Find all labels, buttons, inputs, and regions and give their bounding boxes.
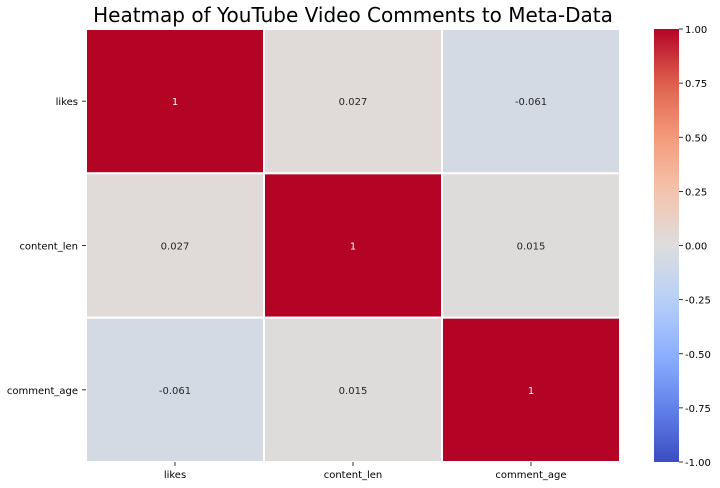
y-tick-label: comment_age [7, 386, 78, 397]
colorbar-tick-label: -1.00 [685, 458, 711, 469]
heatmap-cell [441, 172, 621, 319]
cell-annotation: -0.061 [159, 386, 191, 397]
cell-annotation: 1 [350, 242, 356, 253]
heatmap-cells [85, 28, 621, 463]
colorbar-tick-label: -0.50 [685, 350, 711, 361]
colorbar-tick-label: 0.50 [685, 133, 707, 144]
colorbar-tick-label: 0.00 [685, 242, 707, 253]
cell-annotation: 0.027 [161, 242, 190, 253]
heatmap-cell [85, 28, 265, 175]
heatmap-cell [263, 172, 443, 319]
heatmap-cell [441, 28, 621, 175]
heatmap-cell [263, 316, 443, 463]
heatmap-cell [263, 28, 443, 175]
cell-annotation: -0.061 [515, 97, 547, 108]
y-tick-label: likes [56, 97, 78, 108]
colorbar-tick-label: -0.25 [685, 296, 711, 307]
chart-title: Heatmap of YouTube Video Comments to Met… [93, 3, 613, 27]
colorbar-tick-label: -0.75 [685, 404, 711, 415]
colorbar-ticks: -1.00 -0.75 -0.50 -0.25 0.00 0.25 0.50 0.75 1.00 [679, 25, 711, 469]
colorbar [654, 29, 679, 462]
cell-annotation: 1 [172, 97, 178, 108]
cell-annotation: 0.015 [517, 242, 546, 253]
heatmap-cell [85, 172, 265, 319]
colorbar-tick-label: 0.75 [685, 79, 707, 90]
colorbar-tick-label: 0.25 [685, 187, 707, 198]
cell-annotation: 0.027 [339, 97, 368, 108]
colorbar-tick-label: 1.00 [685, 25, 707, 36]
x-tick-label: likes [164, 470, 186, 481]
x-tick-label: comment_age [495, 470, 566, 481]
y-axis-ticks: likes content_len comment_age [7, 97, 86, 397]
cell-annotations: 1 0.027 -0.061 0.027 1 0.015 -0.061 0.015 1 [159, 97, 547, 397]
y-tick-label: content_len [19, 242, 78, 253]
cell-annotation: 1 [528, 386, 534, 397]
cell-annotation: 0.015 [339, 386, 368, 397]
x-axis-ticks: likes content_len comment_age [164, 462, 567, 481]
x-tick-label: content_len [324, 470, 383, 481]
